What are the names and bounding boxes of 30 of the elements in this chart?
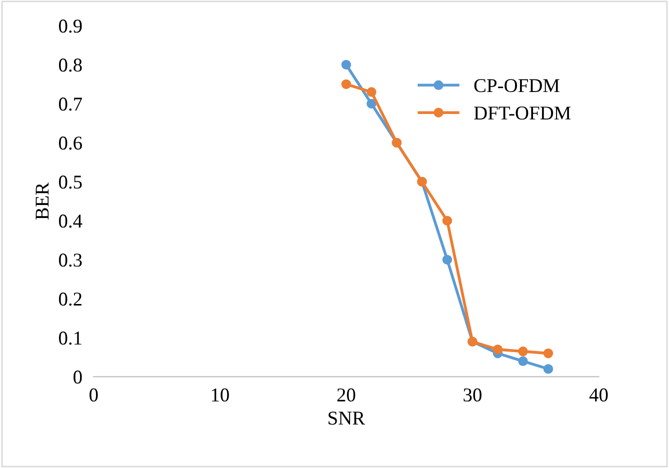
y-tick-label: 0 <box>74 370 82 384</box>
y-tick-label: 0.8 <box>58 58 82 72</box>
point <box>341 60 352 70</box>
y-tick-label: 0.5 <box>58 176 82 189</box>
point <box>442 254 452 265</box>
point <box>442 216 452 226</box>
point <box>492 344 503 354</box>
x-tick-label: 40 <box>589 388 608 402</box>
point <box>366 87 376 97</box>
point <box>543 348 554 358</box>
x-tick-label: 20 <box>337 388 356 402</box>
y-tick-label: 0.1 <box>58 332 82 345</box>
point <box>518 356 528 366</box>
y-tick-label: 0.3 <box>58 254 82 267</box>
y-tick-label: 0.9 <box>58 20 82 33</box>
point <box>543 364 554 374</box>
x-axis-title: SNR <box>328 412 366 425</box>
point <box>366 98 376 109</box>
legend-label: DFT-OFDM <box>474 106 571 120</box>
y-axis-title: BER <box>36 182 49 220</box>
point <box>518 346 528 356</box>
x-tick-label: 0 <box>90 388 98 402</box>
legend-label: CP-OFDM <box>474 79 560 92</box>
y-tick-label: 0.7 <box>58 98 82 111</box>
y-tick-label: 0.2 <box>58 292 82 306</box>
point <box>341 79 352 90</box>
x-tick-label: 10 <box>212 388 229 402</box>
y-tick-label: 0.4 <box>58 214 82 228</box>
y-tick-label: 0.6 <box>58 136 82 150</box>
x-tick-label: 30 <box>464 388 482 402</box>
